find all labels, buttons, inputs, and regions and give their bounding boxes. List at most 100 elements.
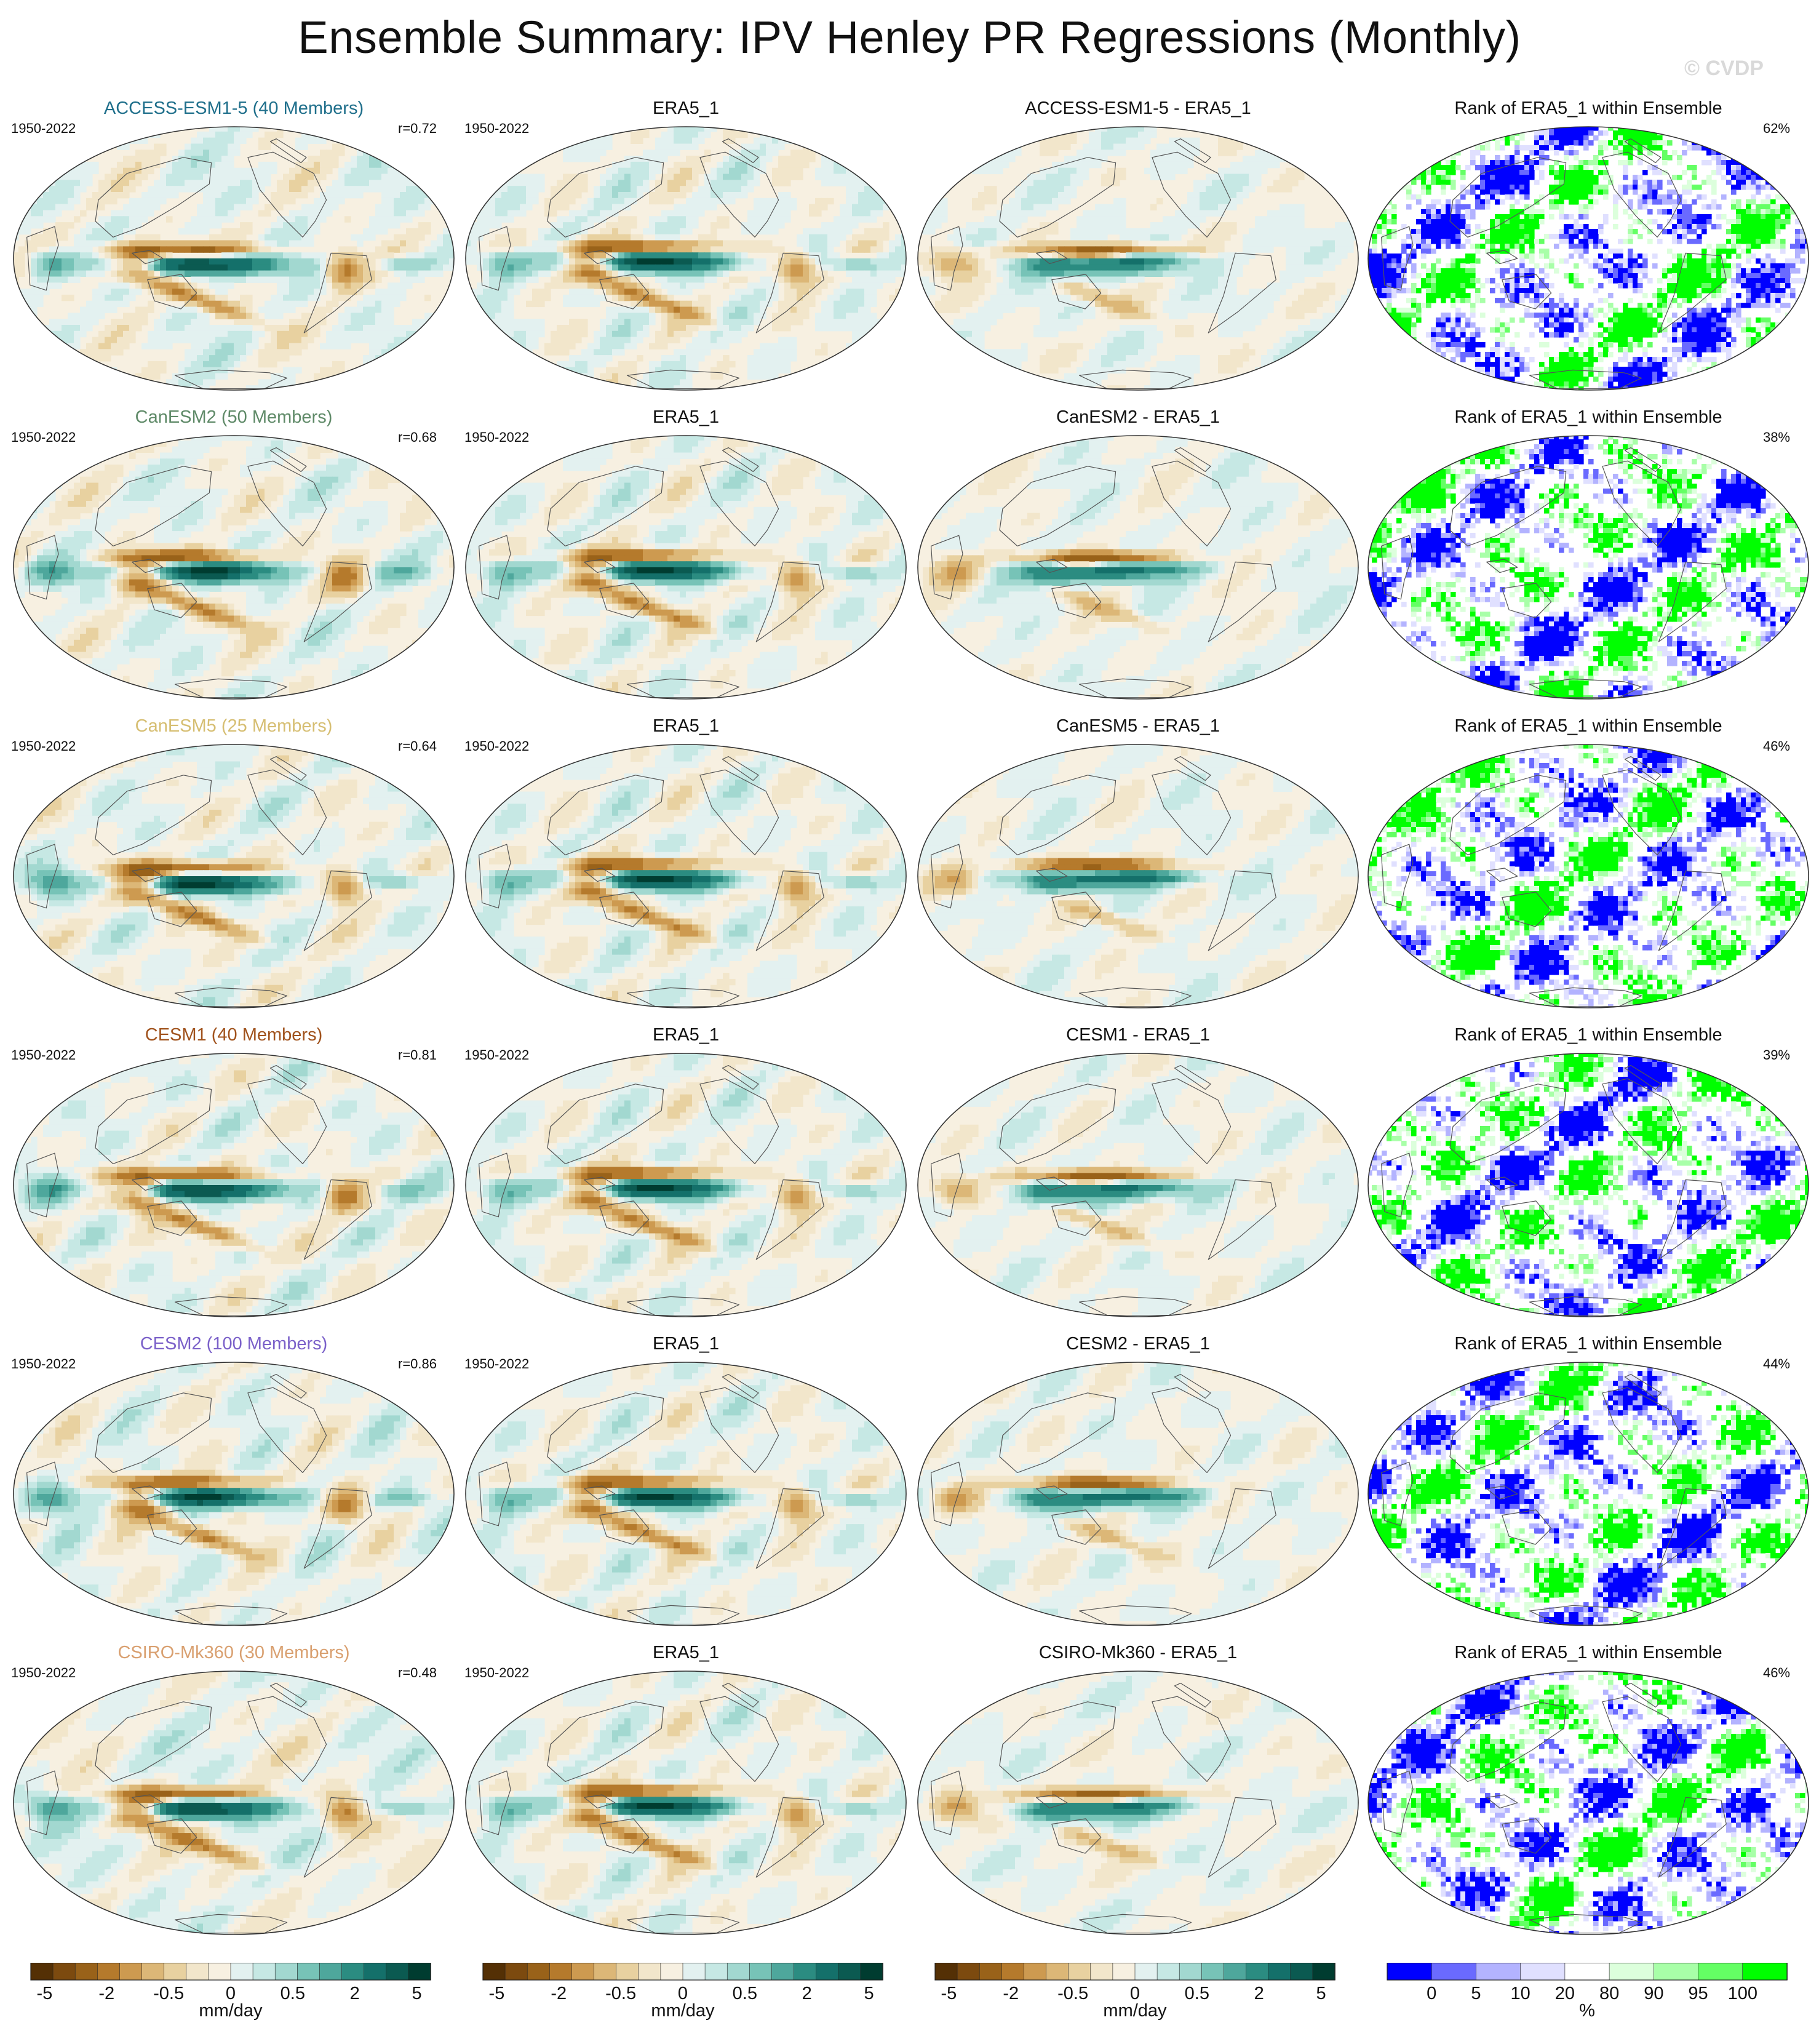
colorbar-swatch xyxy=(1609,1963,1655,1981)
colorbar-swatch xyxy=(186,1963,209,1981)
colorbar-swatch xyxy=(1246,1963,1269,1981)
colorbar-tick-label: 20 xyxy=(1540,1984,1590,2004)
percent-label: 39% xyxy=(1735,1047,1790,1063)
colorbar-swatch xyxy=(119,1963,143,1981)
colorbar-swatch xyxy=(52,1963,76,1981)
years-label: 1950-2022 xyxy=(464,738,529,754)
colorbar-tick-label: -0.5 xyxy=(144,1984,193,2004)
era5-regression-map xyxy=(465,435,907,700)
era5-colorbar xyxy=(482,1963,883,1981)
page-title: Ensemble Summary: IPV Henley PR Regressi… xyxy=(0,11,1819,63)
colorbar-unit-label: mm/day xyxy=(477,2001,889,2021)
years-label: 1950-2022 xyxy=(11,1356,76,1372)
colorbar-tick-label: -2 xyxy=(534,1984,583,2004)
diff-panel-title: CSIRO-Mk360 - ERA5_1 xyxy=(917,1643,1359,1663)
colorbar-swatch xyxy=(594,1963,617,1981)
colorbar-swatch xyxy=(97,1963,121,1981)
colorbar-swatch xyxy=(816,1963,839,1981)
percent-label: 46% xyxy=(1735,1665,1790,1681)
colorbar-swatch xyxy=(208,1963,231,1981)
colorbar-tick-label: -2 xyxy=(82,1984,131,2004)
colorbar-tick-label: 2 xyxy=(1235,1984,1284,2004)
era5-regression-map xyxy=(465,126,907,391)
colorbar-swatch xyxy=(164,1963,187,1981)
colorbar-swatch xyxy=(1698,1963,1743,1981)
correlation-label: r=0.86 xyxy=(369,1356,437,1372)
colorbar-swatch xyxy=(1001,1963,1025,1981)
rank-map xyxy=(1367,744,1809,1008)
colorbar-swatch xyxy=(527,1963,551,1981)
colorbar-swatch xyxy=(638,1963,661,1981)
rank-panel-title: Rank of ERA5_1 within Ensemble xyxy=(1367,98,1810,119)
colorbar-swatch xyxy=(1201,1963,1225,1981)
colorbar-swatch xyxy=(979,1963,1003,1981)
colorbar-tick-label: -5 xyxy=(472,1984,521,2004)
era5-regression-map xyxy=(465,1362,907,1626)
colorbar-tick-label: 2 xyxy=(330,1984,380,2004)
colorbar-swatch xyxy=(319,1963,343,1981)
years-label: 1950-2022 xyxy=(464,1047,529,1063)
colorbar-tick-label: -0.5 xyxy=(1048,1984,1097,2004)
colorbar-tick-label: 0.5 xyxy=(1172,1984,1222,2004)
era-panel-title: ERA5_1 xyxy=(464,1643,907,1663)
model-panel-title: CanESM5 (25 Members) xyxy=(12,716,455,737)
colorbar-swatch xyxy=(482,1963,506,1981)
colorbar-tick-label: 95 xyxy=(1674,1984,1723,2004)
colorbar-swatch xyxy=(141,1963,165,1981)
difference-map xyxy=(917,435,1359,700)
percent-label: 38% xyxy=(1735,429,1790,445)
years-label: 1950-2022 xyxy=(464,1665,529,1681)
rank-map xyxy=(1367,435,1809,700)
colorbar-swatch xyxy=(682,1963,706,1981)
rank-panel-title: Rank of ERA5_1 within Ensemble xyxy=(1367,716,1810,737)
colorbar-swatch xyxy=(1224,1963,1247,1981)
colorbar-tick-label: 80 xyxy=(1585,1984,1634,2004)
diff-panel-title: CanESM5 - ERA5_1 xyxy=(917,716,1359,737)
era-panel-title: ERA5_1 xyxy=(464,716,907,737)
colorbar-tick-label: 5 xyxy=(1297,1984,1346,2004)
model-regression-map xyxy=(13,1053,455,1317)
colorbar-tick-label: 0 xyxy=(1407,1984,1456,2004)
model-regression-map xyxy=(13,1671,455,1935)
years-label: 1950-2022 xyxy=(11,738,76,754)
colorbar-swatch xyxy=(1564,1963,1610,1981)
difference-map xyxy=(917,744,1359,1008)
colorbar-tick-label: 0 xyxy=(206,1984,255,2004)
colorbar-tick-label: 5 xyxy=(845,1984,894,2004)
era5-regression-map xyxy=(465,1053,907,1317)
colorbar-swatch xyxy=(1179,1963,1203,1981)
colorbar-tick-label: 2 xyxy=(782,1984,832,2004)
colorbar-swatch xyxy=(230,1963,253,1981)
era5-regression-map xyxy=(465,1671,907,1935)
era5-regression-map xyxy=(465,744,907,1008)
rank-panel-title: Rank of ERA5_1 within Ensemble xyxy=(1367,407,1810,428)
colorbar-swatch xyxy=(504,1963,528,1981)
colorbar-swatch xyxy=(341,1963,365,1981)
model-regression-map xyxy=(13,435,455,700)
diff-panel-title: CESM1 - ERA5_1 xyxy=(917,1025,1359,1045)
watermark: © CVDP xyxy=(1684,57,1764,81)
era-panel-title: ERA5_1 xyxy=(464,98,907,119)
years-label: 1950-2022 xyxy=(464,121,529,137)
model-panel-title: CESM1 (40 Members) xyxy=(12,1025,455,1045)
model-panel-title: ACCESS-ESM1-5 (40 Members) xyxy=(12,98,455,119)
colorbar-tick-label: 5 xyxy=(392,1984,442,2004)
years-label: 1950-2022 xyxy=(11,1665,76,1681)
colorbar-swatch xyxy=(386,1963,409,1981)
colorbar-swatch xyxy=(1024,1963,1047,1981)
colorbar-swatch xyxy=(549,1963,573,1981)
colorbar-swatch xyxy=(1268,1963,1291,1981)
era-panel-title: ERA5_1 xyxy=(464,1334,907,1354)
colorbar-swatch xyxy=(838,1963,861,1981)
colorbar-swatch xyxy=(1476,1963,1521,1981)
rank-panel-title: Rank of ERA5_1 within Ensemble xyxy=(1367,1643,1810,1663)
rank-map xyxy=(1367,1053,1809,1317)
difference-map xyxy=(917,1671,1359,1935)
colorbar-swatch xyxy=(297,1963,320,1981)
colorbar-tick-label: 90 xyxy=(1629,1984,1678,2004)
colorbar-tick-label: 10 xyxy=(1496,1984,1545,2004)
colorbar-swatch xyxy=(1742,1963,1788,1981)
colorbar-unit-label: % xyxy=(1381,2001,1793,2021)
colorbar-swatch xyxy=(1290,1963,1313,1981)
colorbar-tick-label: 100 xyxy=(1718,1984,1767,2004)
